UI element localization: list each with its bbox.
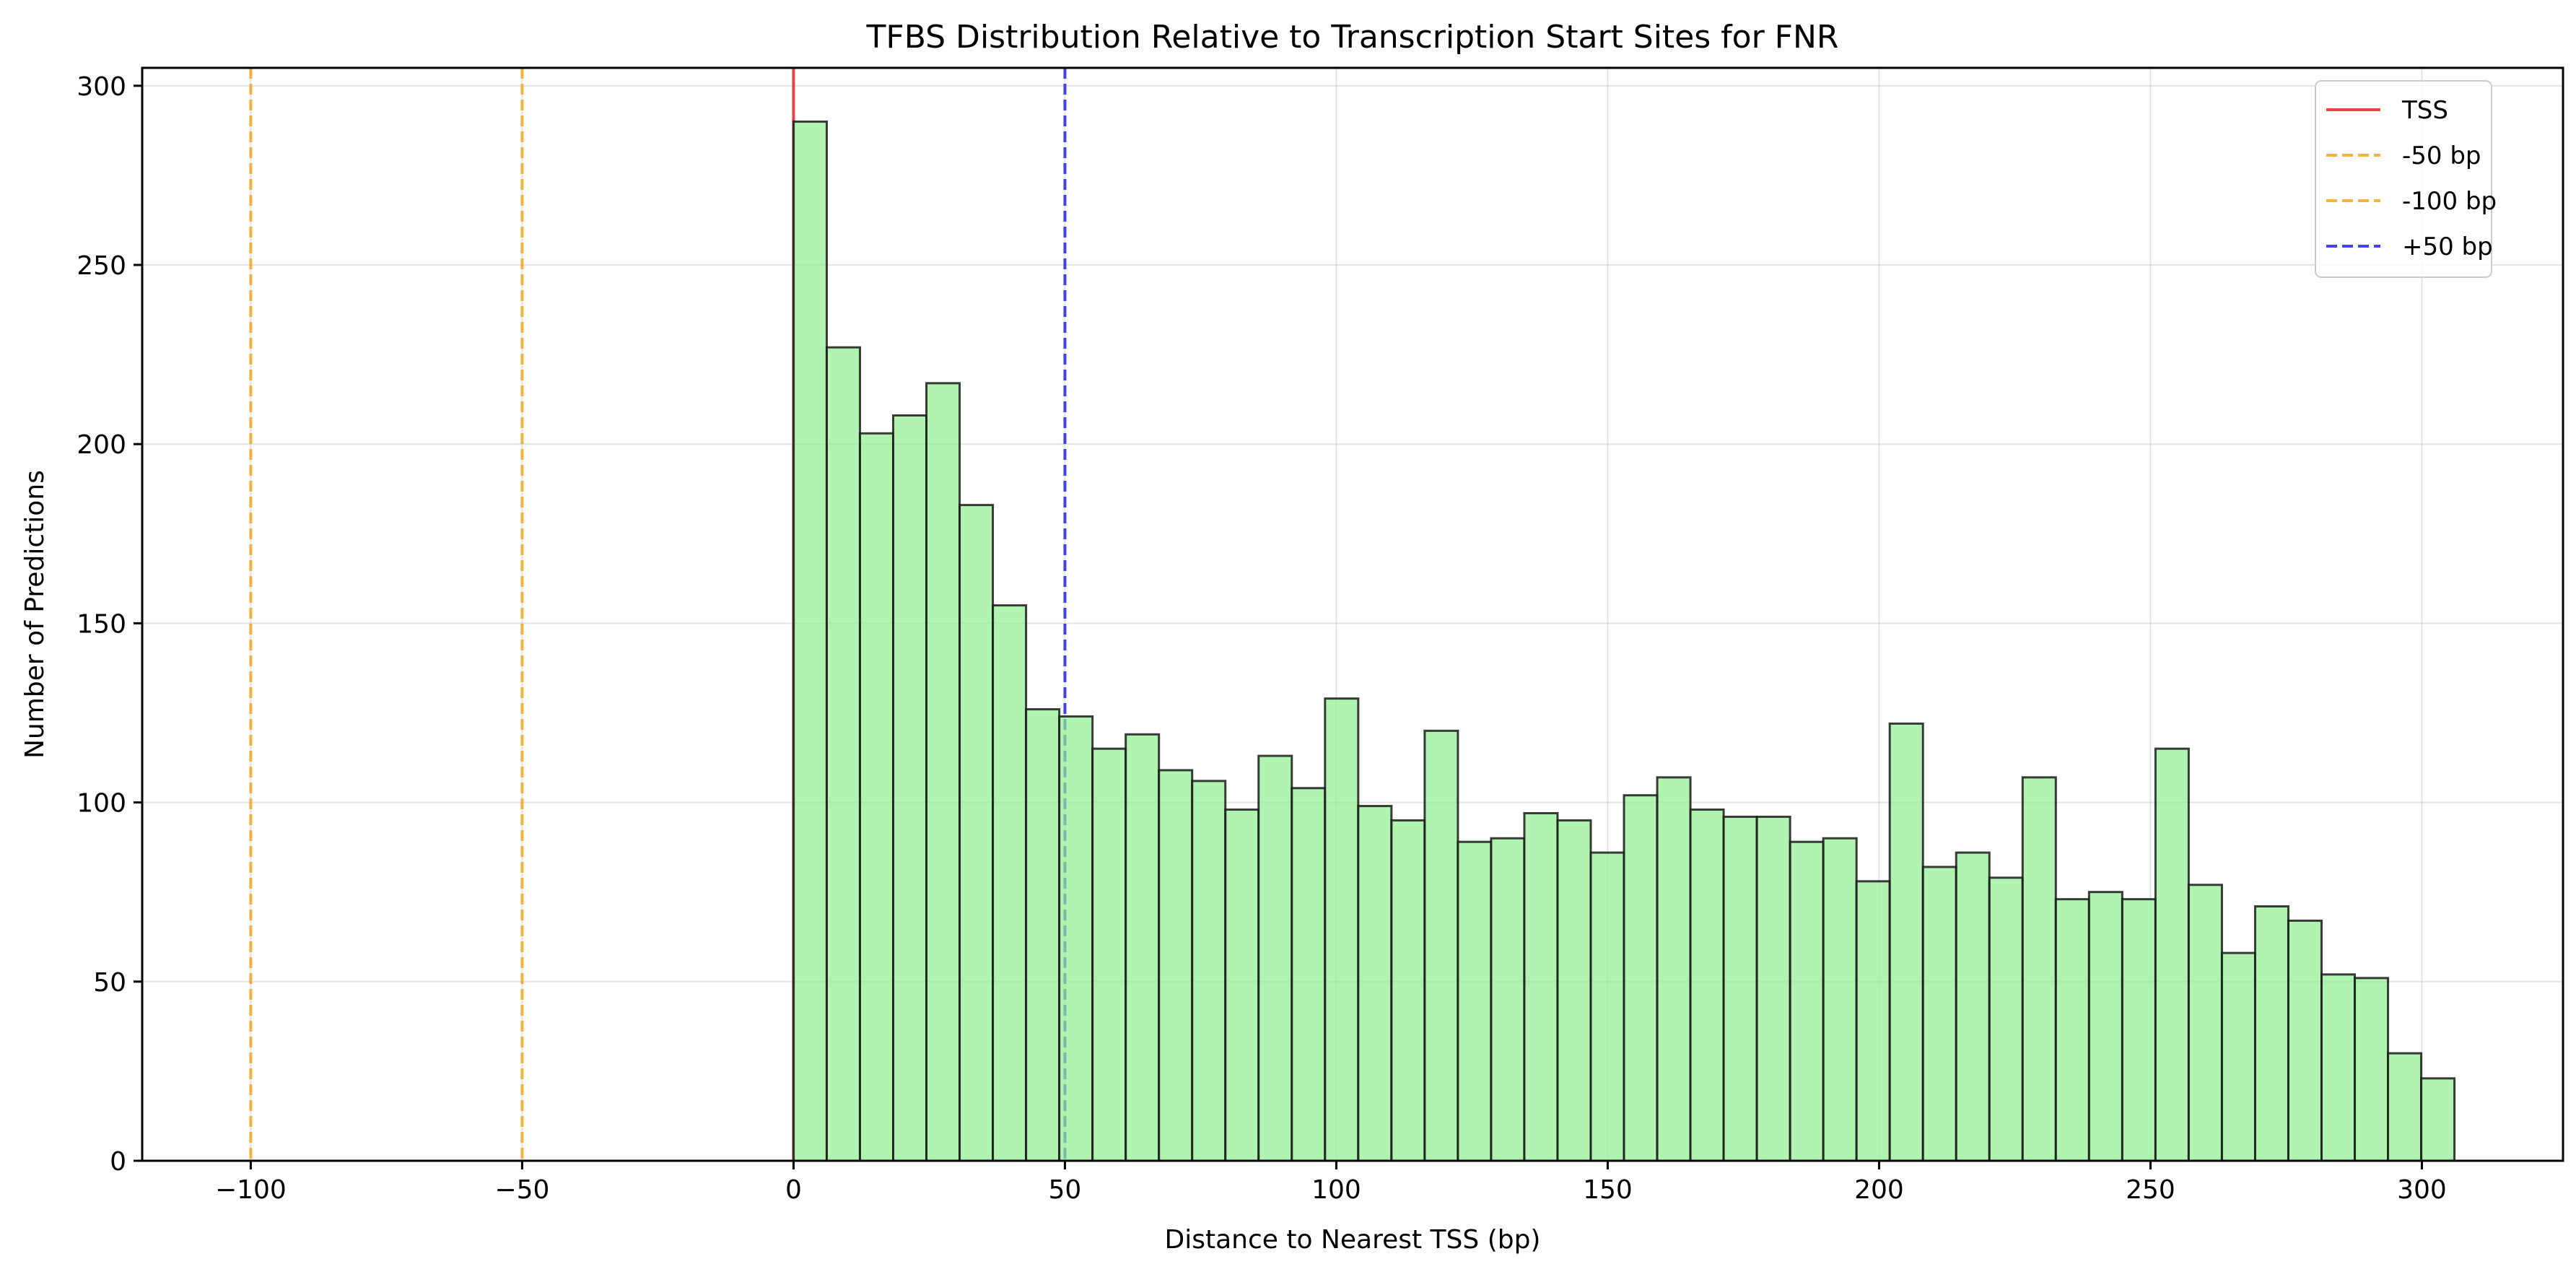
histogram-bar [2054,898,2090,1162]
y-tick-label: 100 [77,789,126,819]
histogram-bar [1291,787,1327,1162]
histogram-bar [1623,794,1659,1162]
x-tick-label: 200 [1854,1175,1904,1205]
histogram-bar [1656,776,1692,1162]
histogram-bar [1988,876,2024,1162]
x-tick-label: 300 [2397,1175,2447,1205]
histogram-bar [992,604,1028,1162]
histogram-bar [825,346,861,1162]
histogram-bar [1158,769,1194,1162]
x-tick-label: 50 [1049,1175,1082,1205]
histogram-bar [2320,973,2357,1162]
plot-frame [141,66,2564,1162]
y-tick-label: 200 [77,430,126,460]
histogram-bar [2220,951,2256,1162]
histogram-bar [1556,819,1592,1162]
chart-title: TFBS Distribution Relative to Transcript… [866,19,1839,56]
legend-label: TSS [2401,96,2448,125]
histogram-bar [959,504,995,1162]
legend-label: +50 bp [2402,232,2493,261]
histogram-bar [1955,851,1991,1162]
legend: TSS -50 bp -100 bp +50 bp [2315,80,2497,278]
histogram-bar [1224,809,1260,1162]
histogram-bar [925,382,961,1162]
histogram-bar [2387,1052,2423,1162]
histogram-bar [858,432,894,1162]
histogram-bar [1257,754,1293,1162]
histogram-bar [2154,747,2190,1162]
x-tick-label: −100 [215,1175,287,1205]
histogram-bar [1357,805,1393,1162]
y-tick-label: 0 [110,1147,126,1177]
x-axis-label: Distance to Nearest TSS (bp) [1165,1225,1541,1255]
x-tick-label: 0 [785,1175,802,1205]
histogram-bar [1125,733,1161,1162]
histogram-bar [1789,840,1825,1162]
histogram-bar [2121,898,2157,1162]
histogram-bars [792,120,2456,1162]
y-tick-label: 50 [93,968,126,998]
legend-label: -100 bp [2402,187,2497,216]
histogram-bar [2187,884,2223,1162]
histogram-bar [1058,715,1094,1162]
histogram-bar [1855,880,1891,1162]
histogram-bar [2021,776,2057,1162]
y-tick-label: 250 [77,251,126,281]
histogram-bar [792,120,828,1162]
histogram-bar [1390,819,1426,1162]
x-axis-ticks: −100 −50 0 50 100 150 200 250 300 [215,1161,2447,1205]
histogram-bar [1191,780,1227,1162]
histogram-bar [2253,905,2289,1162]
histogram-bar [1457,840,1493,1162]
y-tick-label: 150 [77,609,126,639]
histogram-bar [1888,722,1924,1162]
histogram-bar [1755,815,1791,1162]
histogram-bar [1423,729,1459,1162]
histogram-bar [1324,697,1360,1162]
histogram-bar [1722,815,1758,1162]
histogram-bar [1523,811,1559,1162]
x-tick-label: 250 [2126,1175,2175,1205]
x-tick-label: −50 [494,1175,549,1205]
histogram-bar [2354,977,2390,1162]
legend-label: -50 bp [2402,141,2481,170]
histogram-bar [1689,809,1725,1162]
histogram-bar [1091,747,1127,1162]
histogram-bar [891,414,928,1162]
y-axis-ticks: 0 50 100 150 200 250 300 [77,72,142,1177]
histogram-bar [2287,919,2323,1162]
histogram-bar [1589,851,1625,1162]
x-tick-label: 150 [1583,1175,1633,1205]
y-axis-label: Number of Predictions [20,470,50,759]
histogram-bar [1490,837,1526,1162]
histogram-bar [2420,1077,2456,1162]
histogram-bar [1822,837,1858,1162]
x-tick-label: 100 [1311,1175,1361,1205]
histogram-bar [1921,866,1957,1162]
y-tick-label: 300 [77,72,126,102]
histogram-bar [2087,891,2123,1162]
histogram-bar [1025,708,1061,1162]
legend-box [2315,80,2492,278]
